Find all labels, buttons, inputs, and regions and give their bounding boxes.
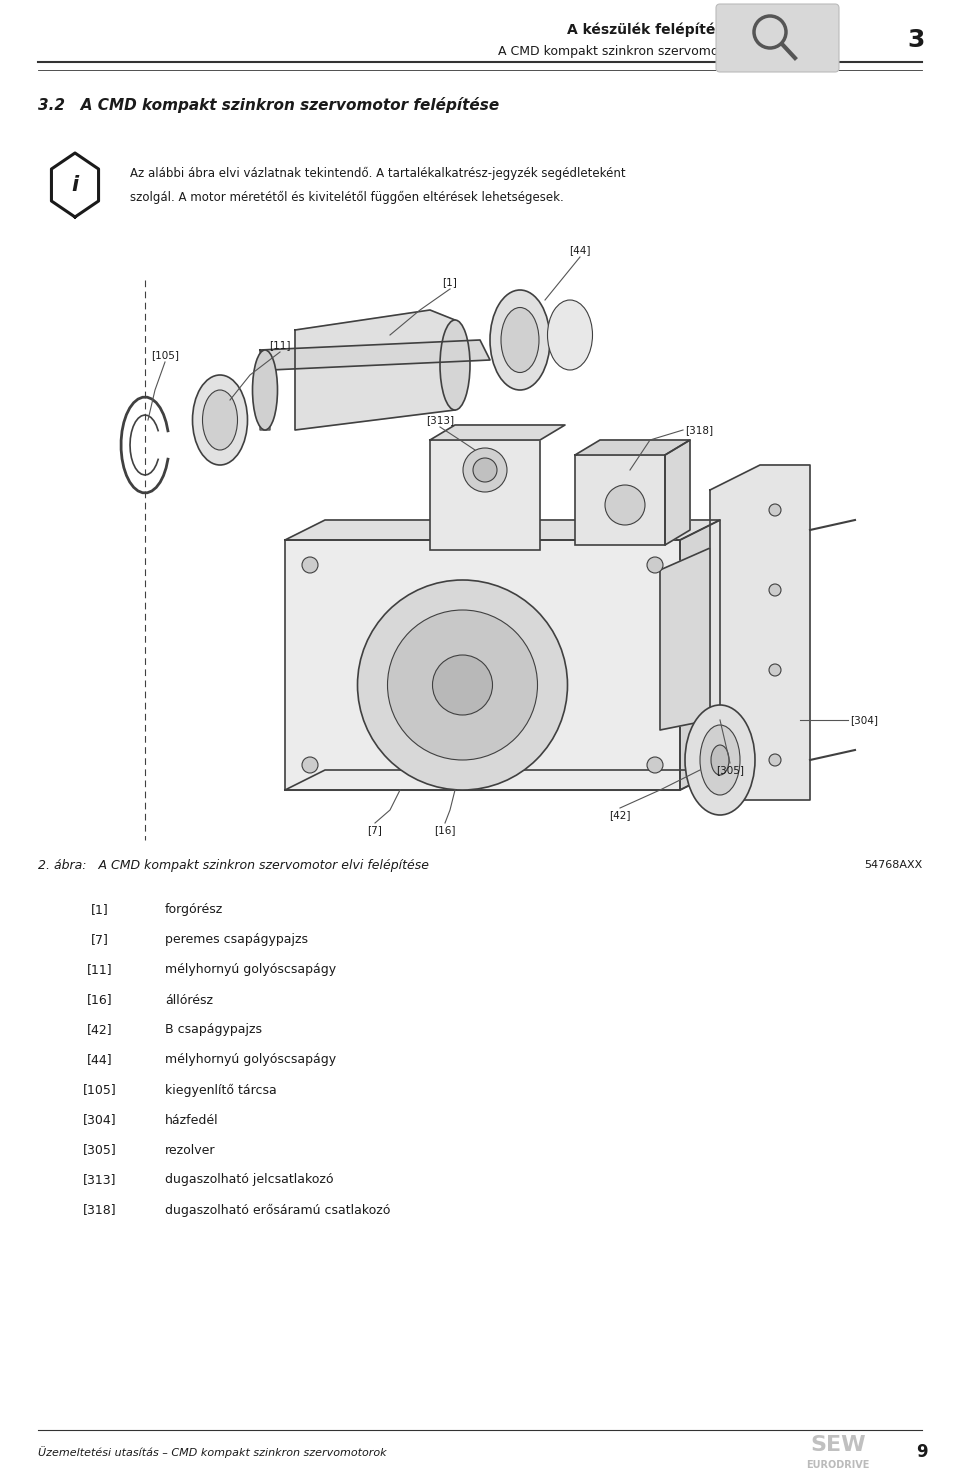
Text: peremes csapágypajzs: peremes csapágypajzs xyxy=(165,933,308,947)
Text: [318]: [318] xyxy=(685,424,713,435)
Circle shape xyxy=(302,757,318,774)
Text: 3: 3 xyxy=(907,28,924,52)
Polygon shape xyxy=(285,540,680,790)
Text: EURODRIVE: EURODRIVE xyxy=(806,1460,870,1470)
Circle shape xyxy=(769,584,781,596)
Text: 2. ábra:   A CMD kompakt szinkron szervomotor elvi felépítése: 2. ábra: A CMD kompakt szinkron szervomo… xyxy=(38,858,429,871)
Text: i: i xyxy=(71,175,79,195)
Text: Az alábbi ábra elvi vázlatnak tekintendő. A tartalékalkatrész-jegyzék segédletek: Az alábbi ábra elvi vázlatnak tekintendő… xyxy=(130,167,626,179)
Text: dugaszolható erősáramú csatlakozó: dugaszolható erősáramú csatlakozó xyxy=(165,1204,391,1217)
Polygon shape xyxy=(260,340,490,370)
Text: 54768AXX: 54768AXX xyxy=(864,859,922,870)
Circle shape xyxy=(605,485,645,525)
Ellipse shape xyxy=(711,745,729,775)
Polygon shape xyxy=(285,771,720,790)
Polygon shape xyxy=(660,549,710,731)
Ellipse shape xyxy=(203,390,237,450)
Text: [1]: [1] xyxy=(443,277,457,287)
Text: [305]: [305] xyxy=(716,765,744,775)
Text: [105]: [105] xyxy=(151,351,179,359)
Circle shape xyxy=(388,609,538,760)
Text: házfedél: házfedél xyxy=(165,1114,219,1127)
Text: mélyhornyú golyóscsapágy: mélyhornyú golyóscsapágy xyxy=(165,1053,336,1066)
Circle shape xyxy=(647,757,663,774)
Circle shape xyxy=(769,504,781,516)
Polygon shape xyxy=(430,424,565,439)
Ellipse shape xyxy=(547,300,592,370)
Text: [105]: [105] xyxy=(84,1084,117,1096)
Polygon shape xyxy=(575,439,690,456)
Text: [11]: [11] xyxy=(87,963,113,976)
Text: szolgál. A motor méretétől és kivitelétől függően eltérések lehetségesek.: szolgál. A motor méretétől és kivitelétő… xyxy=(130,191,564,204)
Circle shape xyxy=(473,458,497,482)
Text: [1]: [1] xyxy=(91,904,108,917)
Text: B csapágypajzs: B csapágypajzs xyxy=(165,1023,262,1037)
Ellipse shape xyxy=(501,308,539,373)
Text: A CMD kompakt szinkron szervomotor felépítése: A CMD kompakt szinkron szervomotor felép… xyxy=(498,46,802,59)
Ellipse shape xyxy=(685,705,755,815)
Text: [42]: [42] xyxy=(610,810,631,819)
Polygon shape xyxy=(295,311,455,430)
FancyBboxPatch shape xyxy=(716,4,839,72)
Text: mélyhornyú golyóscsapágy: mélyhornyú golyóscsapágy xyxy=(165,963,336,976)
Circle shape xyxy=(647,558,663,572)
Text: 9: 9 xyxy=(917,1444,928,1461)
Text: [7]: [7] xyxy=(91,933,108,947)
Text: rezolver: rezolver xyxy=(165,1143,215,1157)
Circle shape xyxy=(769,664,781,676)
Polygon shape xyxy=(52,152,99,217)
Ellipse shape xyxy=(252,351,277,430)
Polygon shape xyxy=(680,521,720,790)
Text: [16]: [16] xyxy=(87,994,113,1007)
Polygon shape xyxy=(710,464,810,800)
Text: [305]: [305] xyxy=(84,1143,117,1157)
Circle shape xyxy=(357,580,567,790)
Text: dugaszolható jelcsatlakozó: dugaszolható jelcsatlakozó xyxy=(165,1173,333,1186)
Text: állórész: állórész xyxy=(165,994,213,1007)
FancyBboxPatch shape xyxy=(430,439,540,550)
Text: SEW: SEW xyxy=(810,1435,866,1455)
Text: [16]: [16] xyxy=(434,825,456,836)
Text: [11]: [11] xyxy=(269,340,291,351)
Text: [304]: [304] xyxy=(850,714,878,725)
Text: [313]: [313] xyxy=(426,416,454,424)
Text: [42]: [42] xyxy=(87,1023,113,1037)
Text: [304]: [304] xyxy=(84,1114,117,1127)
Polygon shape xyxy=(665,439,690,544)
Ellipse shape xyxy=(700,725,740,796)
Ellipse shape xyxy=(193,376,248,464)
Text: [318]: [318] xyxy=(84,1204,117,1217)
Text: Üzemeltetési utasítás – CMD kompakt szinkron szervomotorok: Üzemeltetési utasítás – CMD kompakt szin… xyxy=(38,1446,387,1458)
Text: forgórész: forgórész xyxy=(165,904,224,917)
Circle shape xyxy=(433,655,492,714)
FancyBboxPatch shape xyxy=(575,456,665,544)
Text: [44]: [44] xyxy=(569,246,590,254)
Circle shape xyxy=(302,558,318,572)
Circle shape xyxy=(769,754,781,766)
Text: [44]: [44] xyxy=(87,1053,113,1066)
Text: A készülék felépítése: A készülék felépítése xyxy=(567,22,733,37)
Circle shape xyxy=(463,448,507,493)
Ellipse shape xyxy=(440,319,470,410)
Text: [7]: [7] xyxy=(368,825,382,836)
Text: [313]: [313] xyxy=(84,1173,117,1186)
Polygon shape xyxy=(260,351,270,430)
Text: 3.2   A CMD kompakt szinkron szervomotor felépítése: 3.2 A CMD kompakt szinkron szervomotor f… xyxy=(38,98,499,112)
Text: kiegyenlítő tárcsa: kiegyenlítő tárcsa xyxy=(165,1084,276,1096)
Polygon shape xyxy=(285,521,720,540)
Ellipse shape xyxy=(490,290,550,390)
